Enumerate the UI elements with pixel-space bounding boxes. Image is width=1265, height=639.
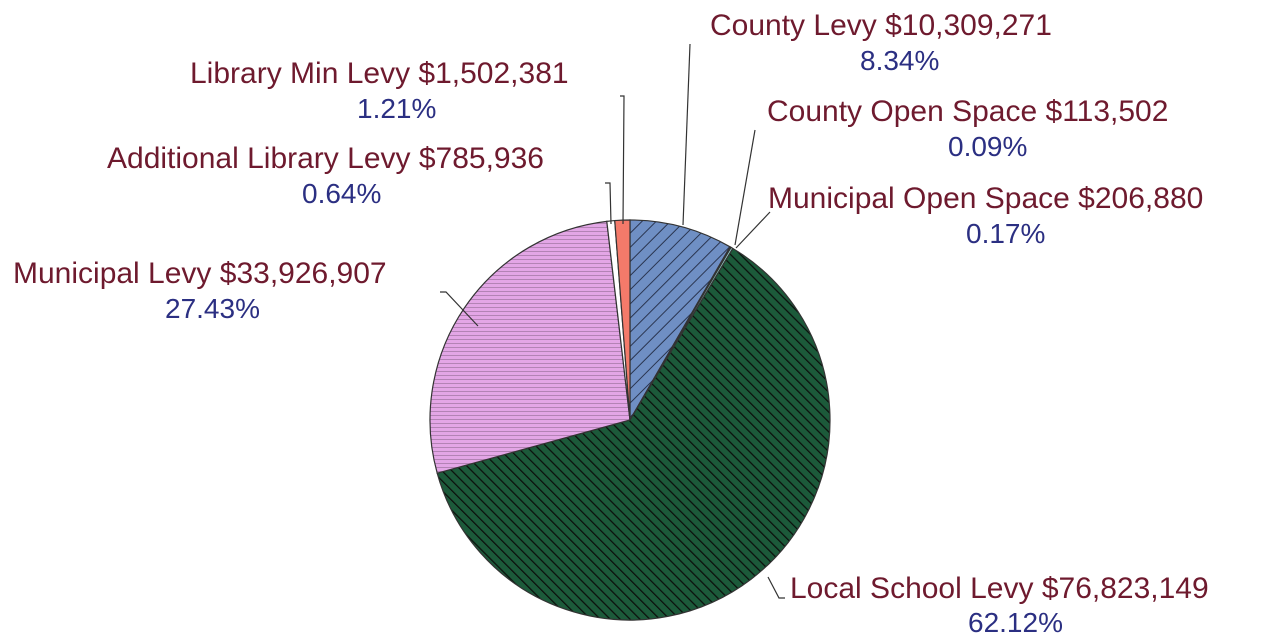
pie-slice-library-min-levy xyxy=(614,219,631,421)
slice-percent-municipal-levy: 27.43% xyxy=(165,293,260,324)
slice-percent-local-school-levy: 62.12% xyxy=(968,607,1063,638)
slice-label-local-school-levy: Local School Levy $76,823,149 xyxy=(790,572,1209,605)
slice-label-municipal-levy: Municipal Levy $33,926,907 xyxy=(13,257,387,290)
slice-label-library-min-levy: Library Min Levy $1,502,381 xyxy=(190,57,569,90)
slice-label-municipal-open-space: Municipal Open Space $206,880 xyxy=(768,182,1203,215)
leader-line-local-school-levy xyxy=(767,576,785,599)
pie-slice-municipal-levy xyxy=(429,220,631,474)
slice-percent-municipal-open-space: 0.17% xyxy=(966,218,1045,249)
leader-line-municipal-levy xyxy=(440,291,479,327)
leader-line-county-open-space xyxy=(734,129,756,246)
slice-label-county-levy: County Levy $10,309,271 xyxy=(710,9,1052,42)
slice-percent-library-min-levy: 1.21% xyxy=(357,93,436,124)
slice-percent-county-open-space: 0.09% xyxy=(948,131,1027,162)
slice-percent-additional-library-levy: 0.64% xyxy=(302,178,381,209)
leader-line-county-levy xyxy=(682,43,691,226)
slice-percent-county-levy: 8.34% xyxy=(860,45,939,76)
slice-label-county-open-space: County Open Space $113,502 xyxy=(767,95,1168,128)
slice-label-additional-library-levy: Additional Library Levy $785,936 xyxy=(107,142,544,175)
leader-line-additional-library-levy xyxy=(605,182,612,225)
pie-slice-local-school-levy xyxy=(436,247,831,621)
leader-line-library-min-levy xyxy=(620,95,625,225)
leader-line-municipal-open-space xyxy=(735,211,771,249)
pie-slice-county-levy xyxy=(629,219,731,423)
